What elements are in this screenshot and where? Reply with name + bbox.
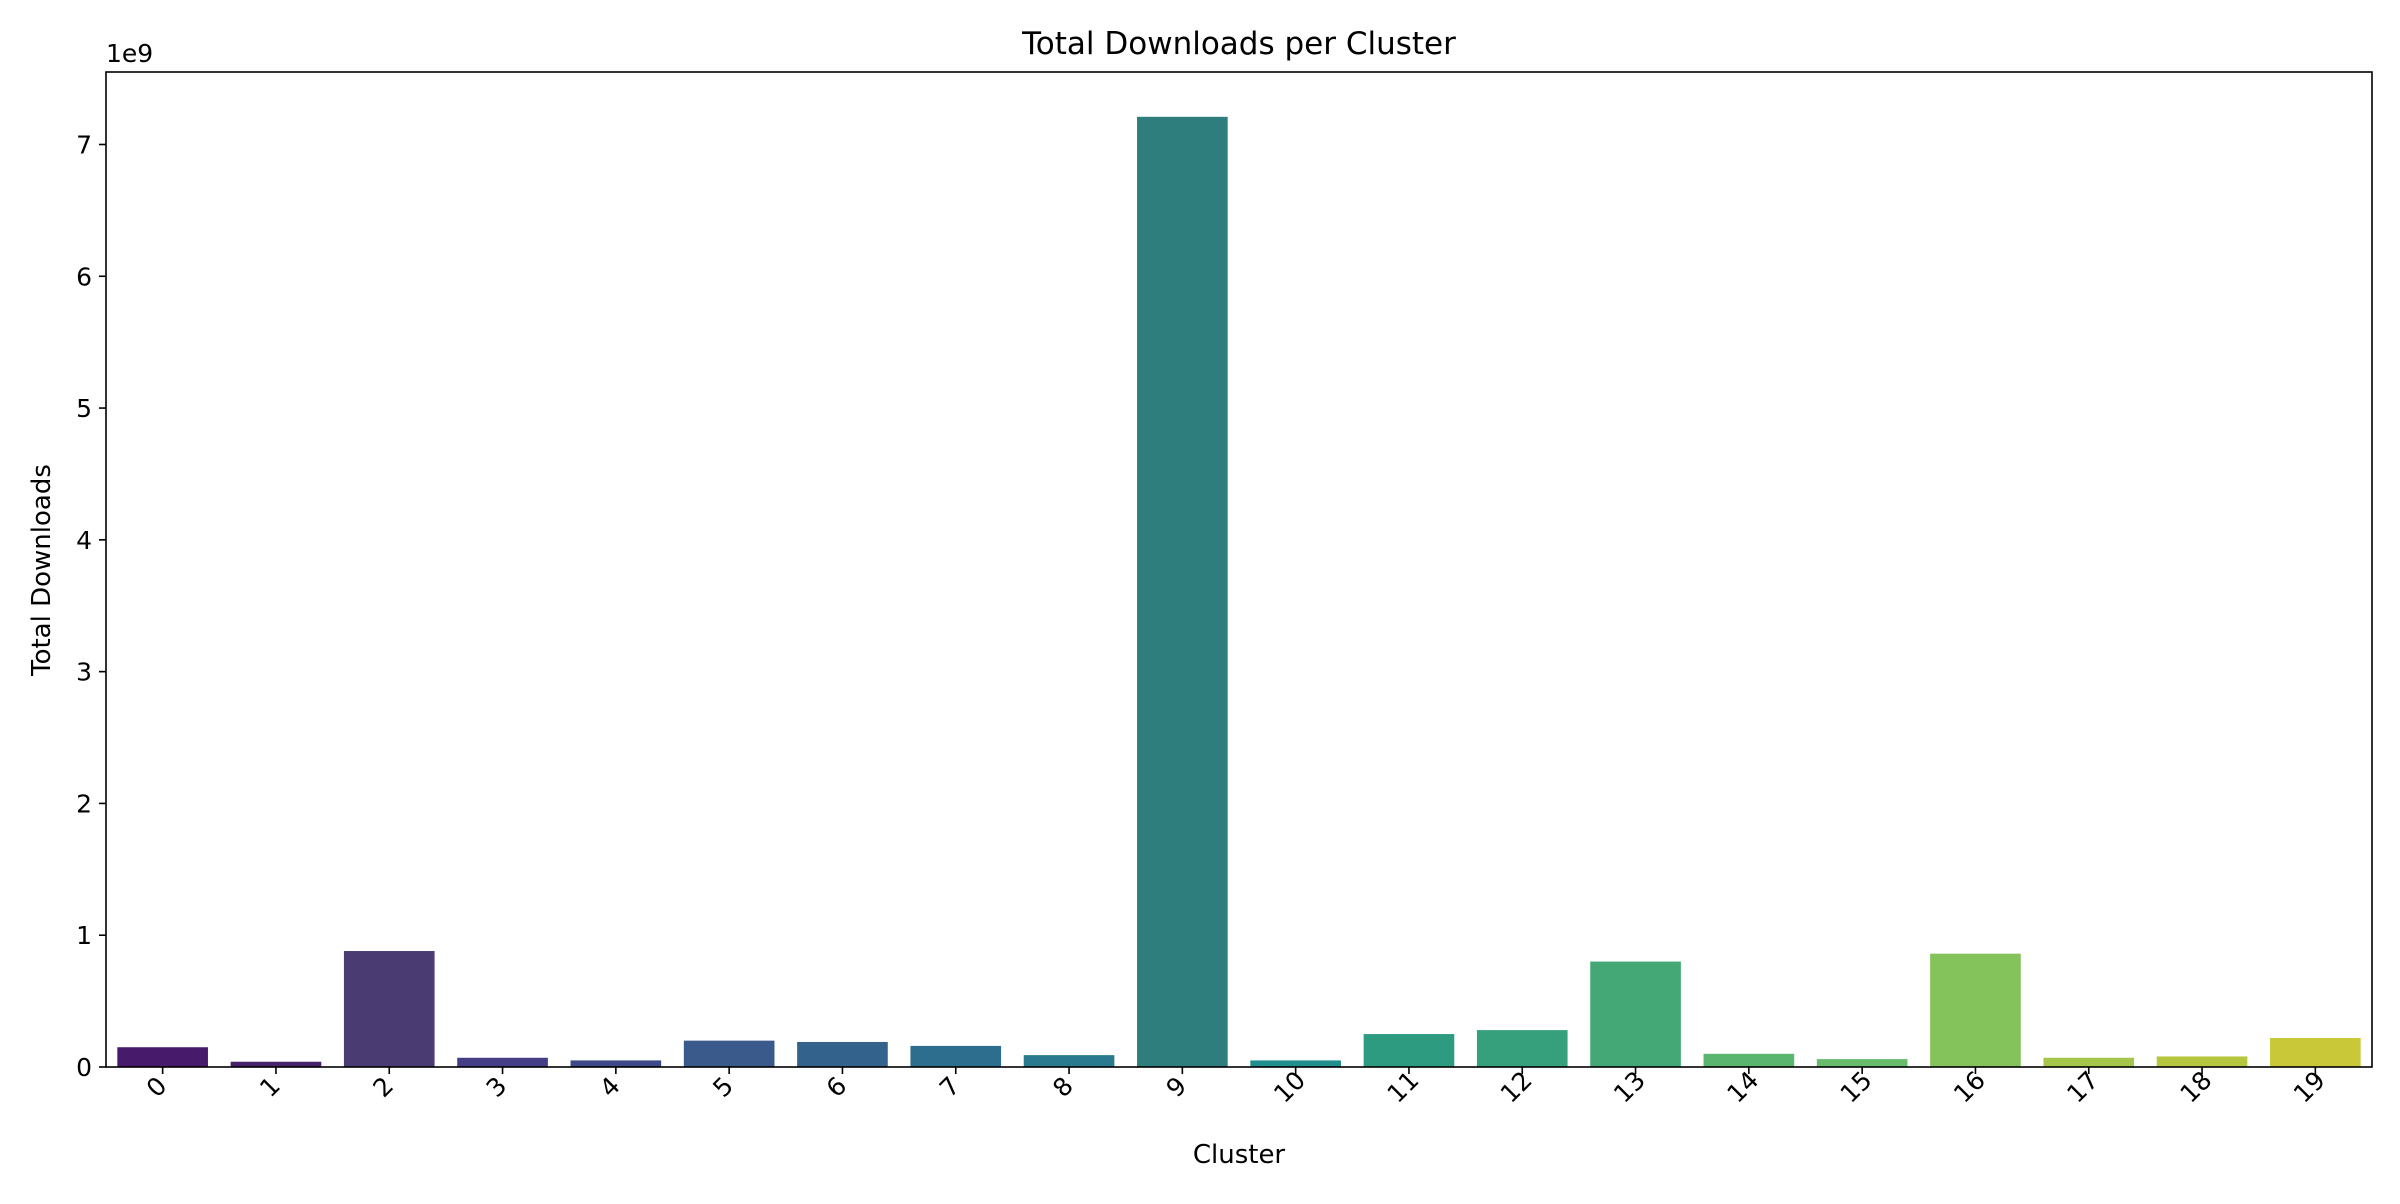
bar-cluster-3	[457, 1057, 548, 1067]
x-tick-label: 13	[1608, 1065, 1651, 1108]
bar-cluster-14	[1703, 1053, 1795, 1067]
y-axis-label: Total Downloads	[27, 464, 57, 677]
bar-cluster-9	[1137, 116, 1228, 1068]
y-tick-label: 4	[76, 526, 92, 555]
x-tick-label: 15	[1835, 1065, 1878, 1108]
y-tick-label: 7	[76, 130, 92, 159]
y-tick-label: 1	[76, 921, 92, 950]
bar-cluster-13	[1590, 961, 1681, 1067]
y-tick-label: 6	[76, 262, 92, 291]
x-tick-label: 11	[1381, 1065, 1424, 1108]
y-tick-label: 5	[76, 394, 92, 423]
bar-cluster-17	[2043, 1057, 2135, 1067]
x-tick-label: 1	[254, 1071, 286, 1103]
bar-cluster-10	[1250, 1060, 1341, 1067]
bar-cluster-15	[1816, 1059, 1908, 1067]
x-tick-label: 8	[1047, 1071, 1079, 1103]
y-tick-label: 2	[76, 789, 92, 818]
bar-cluster-5	[683, 1040, 775, 1067]
bars-layer	[117, 116, 2361, 1068]
y-axis-ticks: 0 1 2 3 4 5 6 7	[76, 130, 106, 1082]
x-tick-label: 2	[367, 1071, 399, 1103]
x-tick-label: 17	[2061, 1065, 2104, 1108]
bar-cluster-11	[1363, 1034, 1455, 1067]
x-tick-label: 19	[2288, 1065, 2331, 1108]
bar-cluster-19	[2270, 1038, 2361, 1067]
x-tick-label: 4	[594, 1071, 626, 1103]
x-tick-label: 3	[481, 1071, 513, 1103]
x-tick-label: 5	[707, 1071, 739, 1103]
bar-cluster-0	[117, 1047, 208, 1067]
y-tick-label: 3	[76, 658, 92, 687]
chart-title: Total Downloads per Cluster	[1021, 26, 1456, 62]
x-tick-label: 6	[821, 1071, 853, 1103]
bar-cluster-18	[2156, 1056, 2248, 1067]
bar-cluster-2	[343, 951, 435, 1067]
x-tick-label: 7	[934, 1071, 966, 1103]
x-tick-label: 12	[1495, 1065, 1538, 1108]
x-tick-label: 18	[2175, 1065, 2218, 1108]
y-offset-label: 1e9	[106, 39, 153, 68]
x-axis-label: Cluster	[1193, 1140, 1286, 1170]
x-axis-ticks: 0 1 2 3 4 5 6 7 8 9 10 11 12 13 14 15 16 17 18 19	[141, 1065, 2331, 1108]
bar-cluster-1	[230, 1061, 322, 1067]
x-tick-label: 0	[141, 1071, 173, 1103]
x-tick-label: 10	[1268, 1065, 1311, 1108]
x-tick-label: 16	[1948, 1065, 1991, 1108]
bar-cluster-16	[1930, 953, 2021, 1067]
plot-frame	[105, 71, 2373, 1068]
bar-cluster-8	[1023, 1055, 1115, 1067]
x-tick-label: 14	[1721, 1065, 1764, 1108]
bar-cluster-7	[910, 1045, 1002, 1067]
bar-cluster-12	[1476, 1030, 1568, 1067]
bar-cluster-6	[797, 1041, 888, 1067]
y-tick-label: 0	[76, 1053, 92, 1082]
bar-cluster-4	[570, 1060, 662, 1067]
x-tick-label: 9	[1160, 1071, 1192, 1103]
